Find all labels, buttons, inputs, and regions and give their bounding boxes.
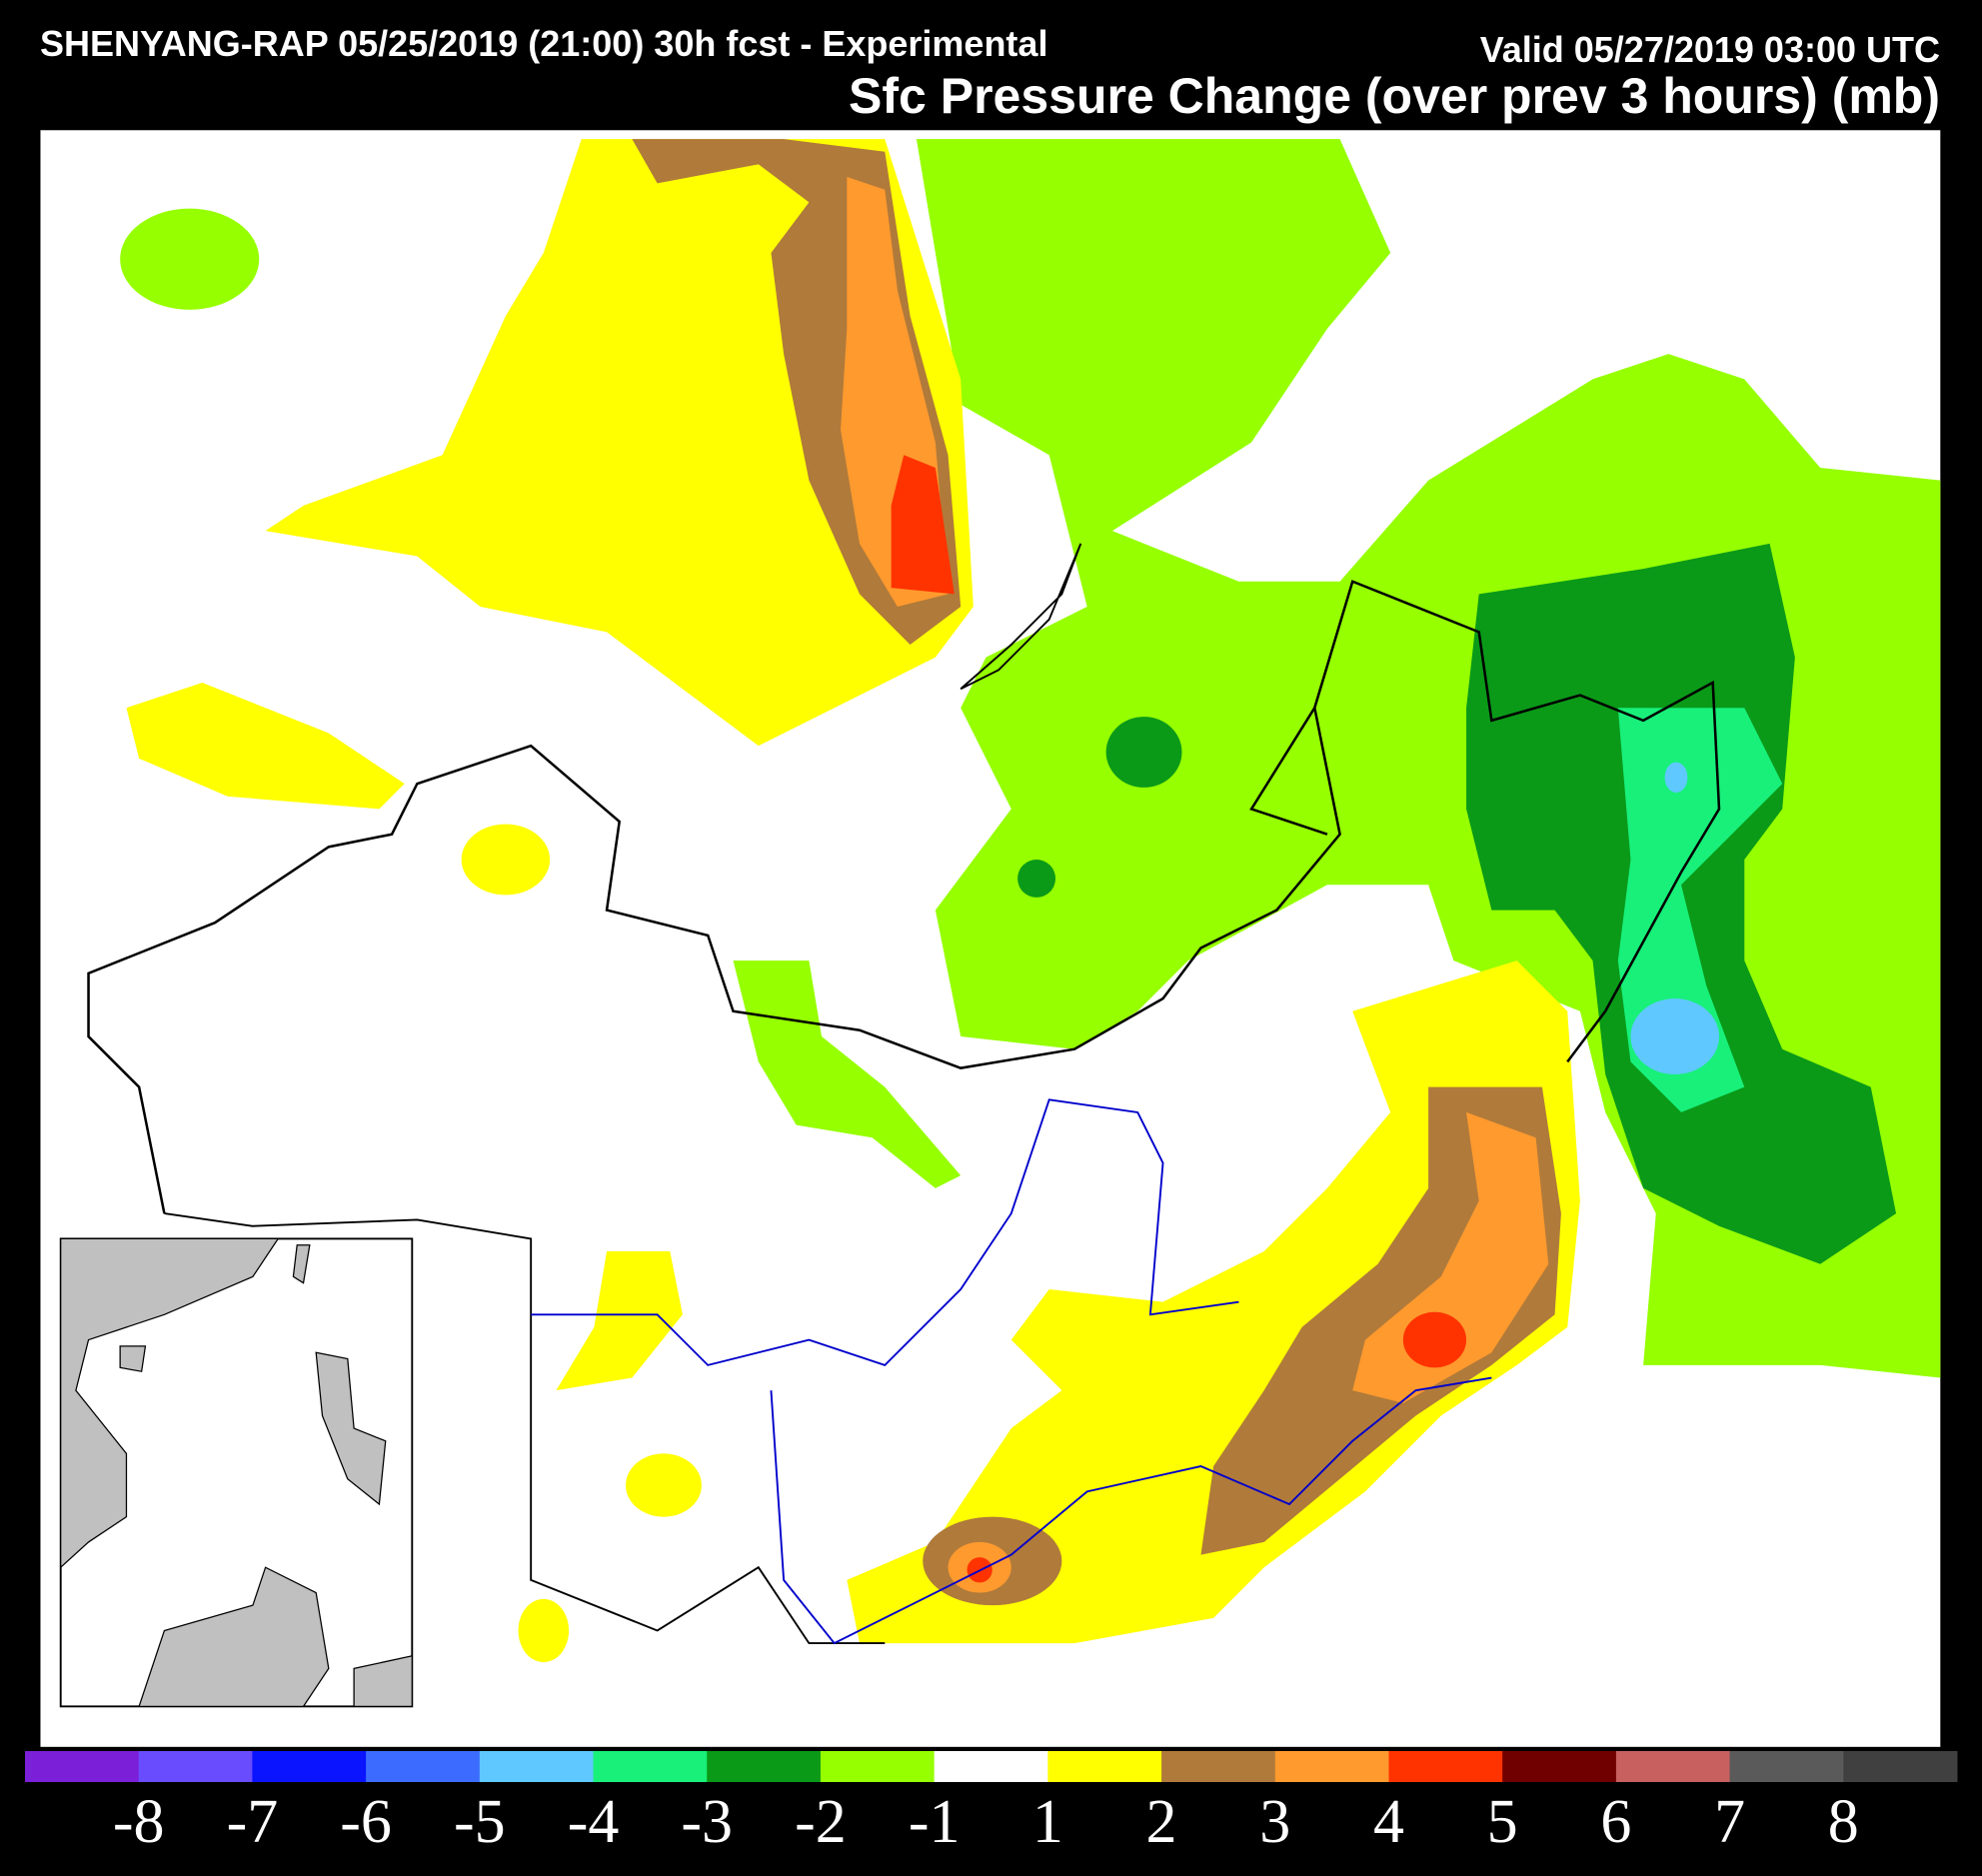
colorbar-swatch [25, 1751, 140, 1782]
colorbar-swatch [1615, 1751, 1731, 1782]
shade-orange [1352, 1111, 1549, 1403]
field-name: Sfc Pressure Change (over prev 3 hours) … [849, 68, 1940, 124]
colorbar-label: -4 [568, 1788, 620, 1856]
colorbar: -8 -7 -6 -5 -4 -3 -2 -1 1 2 3 4 5 6 7 8 [25, 1751, 1958, 1856]
country-border [87, 580, 1721, 1214]
inset-land [315, 1351, 387, 1506]
colorbar-swatch [1274, 1751, 1389, 1782]
shade-brown [1200, 1086, 1561, 1555]
colorbar-swatch [1388, 1751, 1503, 1782]
shade-dark-green [1017, 859, 1056, 898]
colorbar-swatch [1502, 1751, 1617, 1782]
colorbar-label: 3 [1259, 1788, 1290, 1856]
shade-yellow [461, 824, 551, 896]
colorbar-swatch [366, 1751, 481, 1782]
colorbar-label: 2 [1146, 1788, 1177, 1856]
colorbar-label: 1 [1032, 1788, 1063, 1856]
colorbar-label: 6 [1600, 1788, 1631, 1856]
colorbar-swatch [1161, 1751, 1276, 1782]
colorbar-swatch [820, 1751, 936, 1782]
shade-red [891, 455, 955, 595]
shade-yellow [626, 1453, 702, 1517]
shade-yellow [518, 1598, 570, 1663]
colorbar-swatch [593, 1751, 708, 1782]
colorbar-swatch [1843, 1751, 1958, 1782]
colorbar-label: -5 [454, 1788, 506, 1856]
colorbar-label: -1 [909, 1788, 961, 1856]
colorbar-label: 8 [1828, 1788, 1859, 1856]
river [531, 1098, 1239, 1366]
shade-light-blue [1664, 762, 1688, 793]
inset-land [353, 1654, 413, 1707]
colorbar-swatch [707, 1751, 822, 1782]
shade-red [1402, 1311, 1467, 1368]
colorbar-label: -3 [681, 1788, 733, 1856]
shade-green [733, 960, 962, 1188]
title: SHENYANG-RAP 05/25/2019 (21:00) 30h fcst… [40, 23, 1047, 64]
inset-land [119, 1244, 311, 1372]
colorbar-swatch [1047, 1751, 1162, 1782]
colorbar-swatch [479, 1751, 595, 1782]
inset-land [138, 1566, 330, 1707]
inset-land [60, 1237, 280, 1569]
valid-time: Valid 05/27/2019 03:00 UTC [1480, 29, 1940, 70]
colorbar-swatch [252, 1751, 367, 1782]
shade-yellow [126, 682, 405, 810]
colorbar-label: -2 [795, 1788, 847, 1856]
shade-yellow [556, 1251, 683, 1391]
colorbar-swatch [138, 1751, 253, 1782]
country-border [1249, 707, 1328, 836]
shade-light-blue [1630, 998, 1719, 1074]
colorbar-swatch [934, 1751, 1048, 1782]
shade-green [120, 208, 260, 310]
country-border [164, 1212, 886, 1645]
colorbar-label: -6 [340, 1788, 392, 1856]
river [770, 1376, 1492, 1645]
shade-yellow [847, 960, 1580, 1644]
colorbar-label: 7 [1714, 1788, 1745, 1856]
colorbar-label: 4 [1373, 1788, 1404, 1856]
colorbar-label: 5 [1487, 1788, 1518, 1856]
shade-dark-green [1105, 717, 1182, 788]
colorbar-label: -8 [113, 1788, 165, 1856]
colorbar-label: -7 [227, 1788, 279, 1856]
map [40, 130, 1941, 1747]
lake [960, 543, 1082, 691]
colorbar-swatch [1729, 1751, 1844, 1782]
